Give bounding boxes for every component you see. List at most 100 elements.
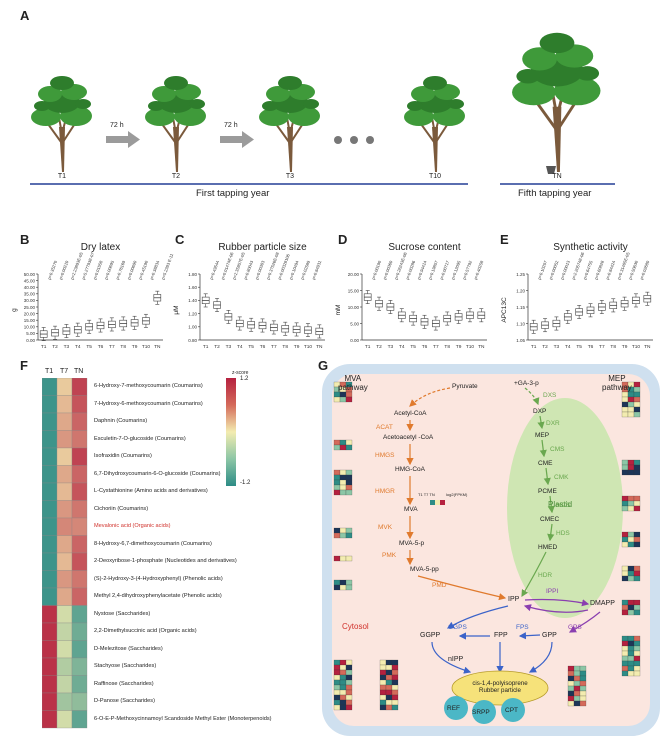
p-value-label: p=0.49544 — [209, 259, 221, 280]
x-tick-label: TN — [478, 344, 485, 350]
heatmap-cell — [71, 657, 88, 676]
box-chart-E: Synthetic activity APC13C 1.05 1.10 1.15 1.20… — [501, 242, 653, 350]
heatmap-cell — [42, 412, 58, 431]
node-mep: MEP — [535, 432, 550, 439]
box-chart-C: Rubber particle size μM 0.80 1.00 1.20 1.40 1.… — [173, 242, 325, 350]
node-dmapp: DMAPP — [590, 600, 615, 607]
y-tick-label: 1.10 — [516, 321, 525, 326]
p-value-label: p=0.00210 — [58, 259, 70, 280]
y-tick-label: 5.00 — [26, 331, 35, 336]
heatmap-cell — [56, 710, 73, 729]
mini-heat-cell — [391, 704, 399, 711]
enzyme-fps: FPS — [516, 624, 529, 631]
mini-heat-cell — [345, 444, 353, 451]
y-tick-label: 15.00 — [24, 318, 36, 323]
heatmap-cell — [42, 535, 58, 554]
mva-title: MVA pathway — [338, 374, 368, 392]
p-value-label: p=0.38834 — [149, 259, 161, 280]
heatmap-cell — [71, 535, 88, 554]
p-value-label: p=0.64755 — [582, 259, 594, 280]
x-tick-label: T6 — [98, 344, 104, 350]
p-value-label: p=0.60828 — [593, 259, 605, 280]
x-tick-label: T2 — [376, 344, 382, 350]
x-tick-label: T4 — [399, 344, 405, 350]
heatmap-cell — [71, 482, 88, 501]
mini-heat-cell — [345, 489, 353, 496]
mini-heat-cell — [345, 555, 353, 562]
chart-title: Sucrose content — [388, 242, 460, 253]
metabolite-heatmap: T1 T7 TN z-score 1.2 -1.2 6-Hydroxy-7-me… — [0, 368, 300, 733]
x-tick-label: T7 — [599, 344, 605, 350]
ref-protein — [444, 696, 468, 720]
p-value-label: p=0.57792 — [462, 259, 474, 280]
enzyme-dxr: DXR — [546, 420, 560, 427]
enzyme-acat: ACAT — [376, 424, 393, 431]
x-tick-label: T7 — [433, 344, 439, 350]
rubber-particle-label: cis-1,4-polyisoprene Rubber particle — [472, 680, 528, 694]
box-charts: Dry latexg0.005.0010.0015.0020.0025.0030… — [11, 242, 653, 350]
heatmap-cell — [56, 430, 73, 449]
x-tick-label: T8 — [120, 344, 126, 350]
y-tick-label: 0.00 — [26, 338, 35, 343]
p-value-label: p=0.19857 — [427, 259, 439, 280]
x-tick-label: T10 — [304, 344, 313, 350]
ellipsis-dot — [334, 136, 342, 144]
cpt-protein — [501, 698, 525, 722]
heatmap-cell — [42, 675, 58, 694]
p-value-label: p=0.02589 — [300, 259, 312, 280]
tree-t2 — [144, 75, 207, 173]
heatmap-cell — [56, 692, 73, 711]
x-tick-label: T4 — [565, 344, 571, 350]
heatmap-row-label: D-Panose (Saccharides) — [94, 698, 155, 704]
panel-f-letter: F — [20, 358, 28, 373]
heatmap-cell — [56, 675, 73, 694]
y-axis-label: mM — [335, 305, 342, 316]
heatmap-cell — [42, 378, 58, 396]
p-value-label: p=0.35270 — [47, 259, 59, 280]
node-dxp: DXP — [533, 408, 547, 415]
p-value-label: p=0.12095 — [450, 259, 462, 280]
p-value-label: p=0.00013 — [559, 259, 571, 280]
mini-heat-cell — [345, 584, 353, 591]
x-tick-label: T1 — [365, 344, 371, 350]
heatmap-row-label: Isofraxidin (Coumarins) — [94, 453, 152, 459]
heatmap-col-t7: T7 — [60, 368, 69, 375]
heatmap-cell — [71, 412, 88, 431]
heatmap-cell — [56, 535, 73, 554]
heatmap-cell — [71, 517, 88, 536]
heatmap-cell — [71, 570, 88, 589]
heatmap-row-label: Mevalonic acid (Organic acids) — [94, 523, 171, 529]
x-tick-label: T3 — [388, 344, 394, 350]
x-tick-label: T5 — [576, 344, 582, 350]
p-value-label: p=0.00695 — [103, 259, 115, 280]
p-value-label: p=0.00717 — [439, 259, 451, 280]
heatmap-cell — [42, 395, 58, 414]
x-tick-label: T10 — [632, 344, 641, 350]
enzyme-hmgr: HMGR — [375, 488, 395, 495]
heatmap-cell — [42, 517, 58, 536]
heatmap-cell — [71, 465, 88, 484]
heatmap-legend-bar — [226, 378, 236, 486]
enzyme-ippi: IPPI — [546, 588, 559, 595]
cytosol-label: Cytosol — [342, 622, 369, 631]
y-tick-label: 50.00 — [24, 272, 36, 277]
x-tick-label: T2 — [542, 344, 548, 350]
enzyme-pmk: PMK — [382, 552, 397, 559]
heatmap-cell — [42, 710, 58, 729]
enzyme-pmd: PMD — [432, 582, 447, 589]
x-tick-label: T9 — [132, 344, 138, 350]
heatmap-cell — [42, 640, 58, 659]
heatmap-cell — [56, 500, 73, 519]
x-tick-label: T5 — [86, 344, 92, 350]
heatmap-cell — [42, 447, 58, 466]
node-mva-5-p: MVA-5-p — [399, 540, 425, 547]
mini-heat-cell — [633, 670, 641, 677]
srpp-protein — [472, 700, 496, 724]
mini-heatmaps — [333, 381, 641, 711]
p-value-label: p=0.00360 — [382, 259, 394, 280]
node-hmg-coa: HMG-CoA — [395, 466, 425, 473]
x-tick-label: T8 — [444, 344, 450, 350]
heatmap-cell — [71, 640, 88, 659]
heatmap-cell — [42, 622, 58, 641]
x-tick-label: T7 — [109, 344, 115, 350]
